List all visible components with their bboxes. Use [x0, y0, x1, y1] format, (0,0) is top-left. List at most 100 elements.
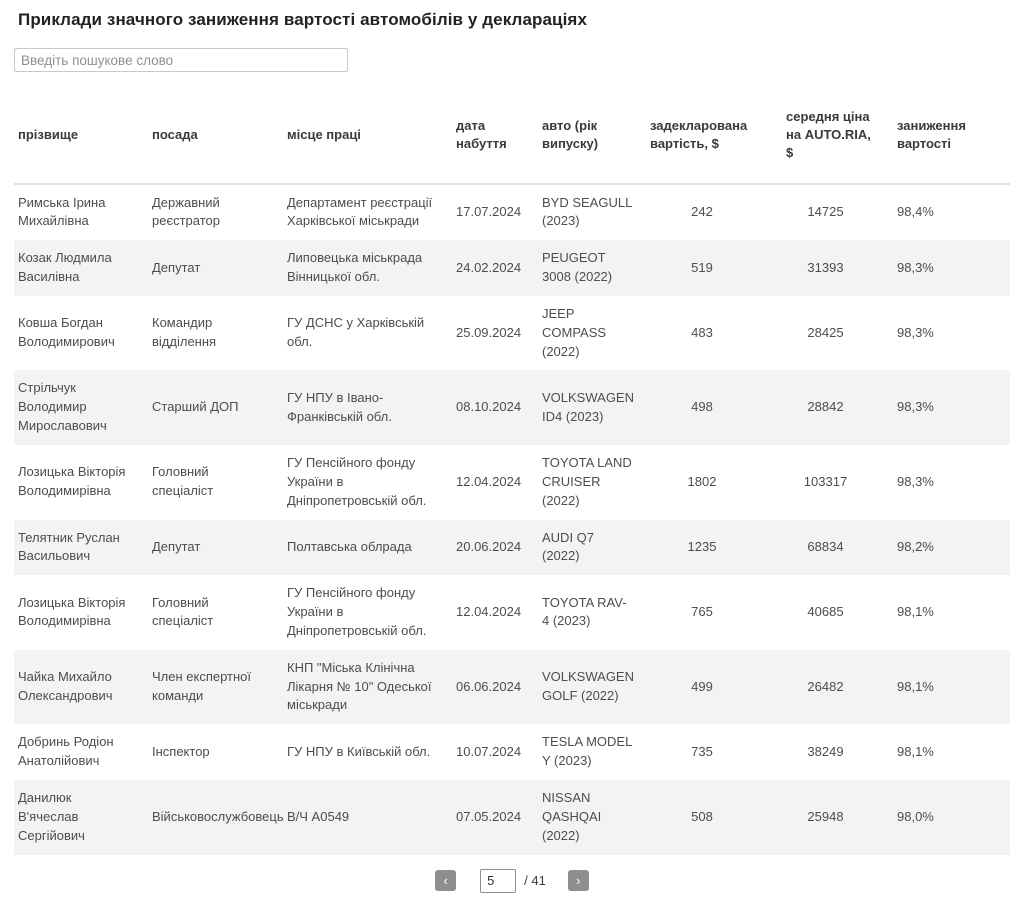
cell-declared-value: 499 — [691, 678, 713, 694]
cell-car: AUDI Q7 (2022) — [542, 529, 595, 564]
declarations-table: прізвище посада місце праці дата набуття… — [14, 86, 1010, 855]
search-input[interactable] — [14, 48, 348, 72]
column-header-car: авто (рік випуску) — [538, 86, 646, 185]
cell-position: Депутат — [152, 538, 201, 554]
cell-understatement: 98,2% — [897, 538, 934, 554]
cell-understatement: 98,1% — [897, 678, 934, 694]
pagination: ‹ / 41 › — [14, 868, 1010, 893]
table-row: Римська Ірина Михайлівна Державний реєст… — [14, 184, 1010, 241]
cell-car: TESLA MODEL Y (2023) — [542, 734, 632, 769]
cell-position: Командир відділення — [152, 315, 217, 350]
cell-declared-value: 1235 — [687, 538, 717, 554]
cell-surname: Ковша Богдан Володимирович — [18, 315, 115, 350]
cell-declared-value: 483 — [691, 324, 713, 340]
cell-date: 08.10.2024 — [456, 399, 522, 415]
table-header: прізвище посада місце праці дата набуття… — [14, 86, 1010, 185]
cell-workplace: Департамент реєстрації Харківської міськ… — [287, 194, 433, 229]
cell-surname: Римська Ірина Михайлівна — [18, 194, 106, 229]
cell-position: Інспектор — [152, 743, 210, 759]
table-row: Чайка Михайло Олександрович Член експерт… — [14, 649, 1010, 725]
cell-surname: Стрільчук Володимир Мирославович — [18, 380, 107, 434]
column-header-date: дата набуття — [452, 86, 538, 185]
cell-understatement: 98,3% — [897, 259, 934, 275]
cell-understatement: 98,0% — [897, 808, 934, 824]
cell-date: 10.07.2024 — [456, 743, 522, 759]
page-title: Приклади значного заниження вартості авт… — [18, 10, 587, 29]
table-row: Лозицька Вікторія Володимирівна Головний… — [14, 575, 1010, 650]
cell-surname: Лозицька Вікторія Володимирівна — [18, 594, 126, 629]
cell-date: 20.06.2024 — [456, 538, 522, 554]
cell-car: TOYOTA LAND CRUISER (2022) — [542, 455, 632, 508]
column-header-market-price: середня ціна на AUTO.RIA, $ — [782, 86, 893, 185]
cell-market-price: 38249 — [807, 743, 844, 759]
cell-surname: Козак Людмила Василівна — [18, 250, 112, 285]
cell-understatement: 98,3% — [897, 473, 934, 489]
cell-market-price: 28842 — [807, 399, 844, 415]
cell-workplace: ГУ ДСНС у Харківській обл. — [287, 315, 425, 350]
cell-understatement: 98,3% — [897, 399, 934, 415]
table-row: Ковша Богдан Володимирович Командир відд… — [14, 296, 1010, 371]
cell-position: Військовослужбовець — [152, 808, 284, 824]
cell-date: 07.05.2024 — [456, 808, 522, 824]
column-header-position: посада — [148, 86, 283, 185]
cell-surname: Лозицька Вікторія Володимирівна — [18, 464, 126, 499]
cell-workplace: Липовецька міськрада Вінницької обл. — [287, 250, 423, 285]
cell-car: JEEP COMPASS (2022) — [542, 305, 607, 359]
cell-declared-value: 735 — [691, 743, 713, 759]
column-header-surname: прізвище — [14, 86, 148, 185]
cell-market-price: 26482 — [807, 678, 844, 694]
cell-surname: Телятник Руслан Васильович — [18, 529, 120, 564]
cell-date: 12.04.2024 — [456, 473, 522, 489]
cell-workplace: ГУ Пенсійного фонду України в Дніпропетр… — [287, 585, 427, 638]
cell-understatement: 98,4% — [897, 203, 934, 219]
cell-workplace: В/Ч А0549 — [287, 808, 350, 824]
cell-date: 17.07.2024 — [456, 203, 522, 219]
cell-date: 25.09.2024 — [456, 324, 522, 340]
table-row: Лозицька Вікторія Володимирівна Головний… — [14, 445, 1010, 520]
cell-car: NISSAN QASHQAI (2022) — [542, 789, 602, 843]
next-page-button[interactable]: › — [567, 870, 589, 891]
cell-declared-value: 242 — [691, 203, 713, 219]
cell-position: Депутат — [152, 259, 201, 275]
cell-car: VOLKSWAGEN ID4 (2023) — [542, 389, 634, 424]
cell-date: 06.06.2024 — [456, 678, 522, 694]
cell-workplace: КНП "Міська Клінічна Лікарня № 10" Одесь… — [287, 659, 432, 713]
column-header-understatement: заниження вартості — [893, 86, 1010, 185]
table-row: Стрільчук Володимир Мирославович Старший… — [14, 370, 1010, 445]
cell-market-price: 31393 — [807, 259, 844, 275]
cell-position: Державний реєстратор — [152, 194, 220, 229]
prev-page-button[interactable]: ‹ — [435, 870, 457, 891]
table-row: Данилюк В'ячеслав Сергійович Військовосл… — [14, 779, 1010, 855]
cell-market-price: 28425 — [807, 324, 844, 340]
cell-declared-value: 1802 — [687, 473, 717, 489]
cell-surname: Данилюк В'ячеслав Сергійович — [18, 789, 85, 843]
cell-position: Член експертної команди — [152, 669, 252, 704]
cell-declared-value: 519 — [691, 259, 713, 275]
table-row: Козак Людмила Василівна Депутат Липовець… — [14, 240, 1010, 296]
cell-market-price: 14725 — [807, 203, 844, 219]
cell-car: VOLKSWAGEN GOLF (2022) — [542, 669, 634, 704]
cell-car: PEUGEOT 3008 (2022) — [542, 250, 613, 285]
cell-workplace: ГУ НПУ в Івано-Франківській обл. — [287, 389, 392, 424]
cell-date: 24.02.2024 — [456, 259, 522, 275]
cell-understatement: 98,1% — [897, 604, 934, 620]
cell-surname: Чайка Михайло Олександрович — [18, 669, 113, 704]
cell-declared-value: 765 — [691, 604, 713, 620]
column-header-declared-value: задекларована вартість, $ — [646, 86, 782, 185]
page-number-input[interactable] — [480, 868, 517, 893]
cell-car: BYD SEAGULL (2023) — [542, 194, 632, 229]
cell-market-price: 68834 — [807, 538, 844, 554]
table-body: Римська Ірина Михайлівна Державний реєст… — [14, 184, 1010, 855]
cell-car: TOYOTA RAV-4 (2023) — [542, 594, 627, 629]
cell-surname: Добринь Родіон Анатолійович — [18, 734, 114, 769]
table-row: Телятник Руслан Васильович Депутат Полта… — [14, 519, 1010, 576]
table-row: Добринь Родіон Анатолійович Інспектор ГУ… — [14, 724, 1010, 780]
cell-market-price: 25948 — [807, 808, 844, 824]
cell-declared-value: 508 — [691, 808, 713, 824]
cell-understatement: 98,3% — [897, 324, 934, 340]
cell-market-price: 40685 — [807, 604, 844, 620]
cell-position: Старший ДОП — [152, 399, 239, 415]
table-header-row: прізвище посада місце праці дата набуття… — [14, 86, 1010, 185]
cell-workplace: Полтавська облрада — [287, 538, 412, 554]
cell-understatement: 98,1% — [897, 743, 934, 759]
